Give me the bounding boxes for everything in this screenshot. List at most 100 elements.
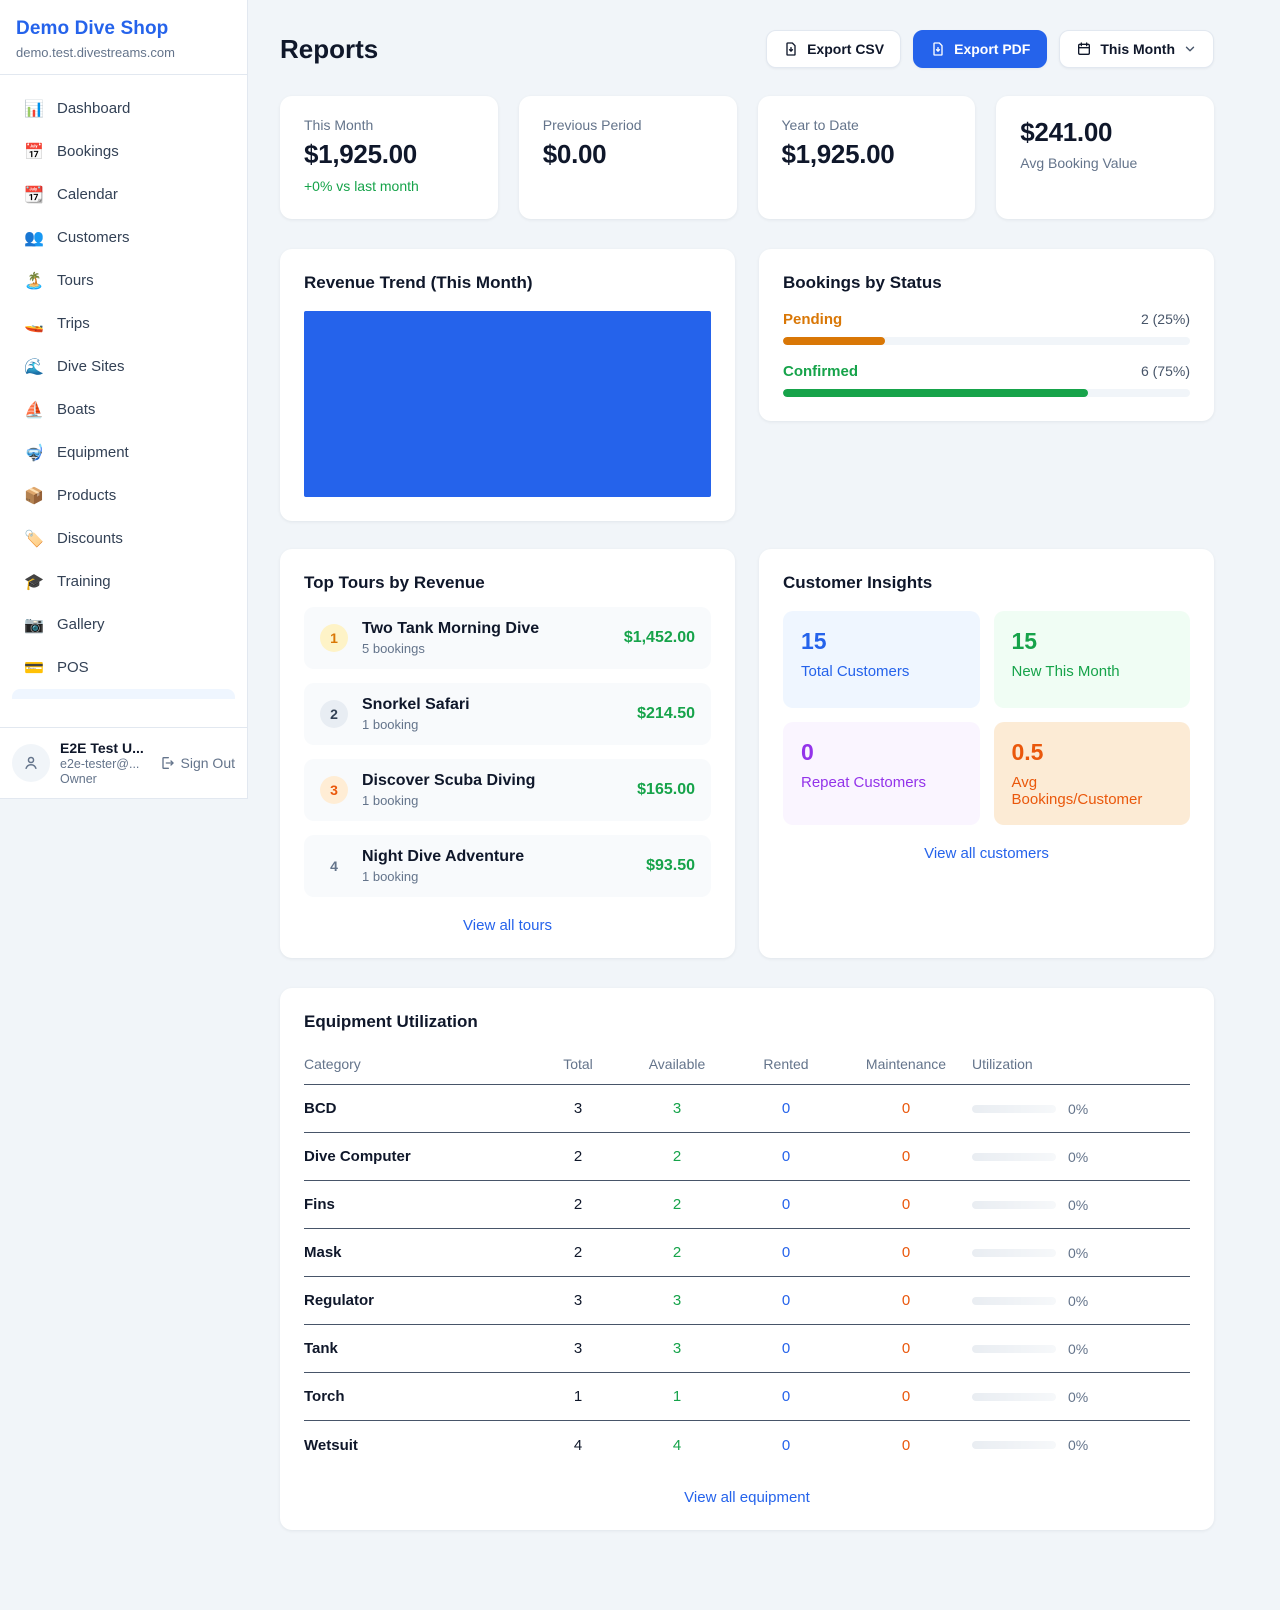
status-row-confirmed: Confirmed 6 (75%) — [783, 363, 1190, 397]
rank-badge: 4 — [330, 858, 338, 874]
tour-name: Snorkel Safari — [362, 696, 470, 713]
equipment-rented: 0 — [781, 1148, 791, 1165]
sidebar-item-label: Equipment — [57, 444, 129, 461]
utilization-bar — [972, 1152, 1056, 1161]
equipment-maintenance: 0 — [901, 1148, 911, 1165]
equipment-title: Equipment Utilization — [304, 1012, 478, 1031]
equipment-table: Category Total Available Rented Maintenance U… — [304, 1050, 1190, 1469]
equipment-total: 3 — [573, 1340, 583, 1357]
sidebar-item-label: Customers — [57, 229, 130, 246]
sign-out-button[interactable]: Sign Out — [159, 755, 235, 771]
tour-meta: Two Tank Morning Dive 5 bookings — [362, 620, 539, 656]
sidebar-item-bookings[interactable]: 📅 Bookings — [12, 130, 235, 173]
equipment-col-maintenance: Maintenance — [865, 1056, 947, 1072]
equipment-rented: 0 — [781, 1292, 791, 1309]
utilization-percent: 0% — [1068, 1292, 1089, 1309]
sidebar-item-discounts[interactable]: 🏷️ Discounts — [12, 517, 235, 560]
insight-label: New This Month — [1011, 663, 1120, 680]
equipment-col-available: Available — [648, 1056, 706, 1072]
insight-tile-avg-bookings-customer: 0.5 Avg Bookings/Customer — [993, 722, 1190, 825]
equipment-available: 1 — [672, 1388, 682, 1405]
sign-out-icon — [161, 757, 174, 769]
equipment-category: Dive Computer — [304, 1148, 411, 1165]
tour-row-discover-scuba-diving: 3 Discover Scuba Diving 1 booking $165.00 — [304, 759, 711, 821]
status-rows: Pending 2 (25%) Confirmed 6 (75%) — [783, 311, 1190, 397]
rank-badge: 1 — [320, 624, 348, 652]
view-all-equipment-link[interactable]: View all equipment — [684, 1489, 810, 1506]
sidebar-item-tours[interactable]: 🏝️ Tours — [12, 259, 235, 302]
equipment-available: 3 — [672, 1340, 682, 1357]
package-icon: 📦 — [24, 487, 44, 505]
period-dropdown[interactable]: This Month — [1059, 30, 1214, 68]
user-meta: E2E Test U... e2e-tester@... Owner — [60, 740, 149, 786]
sidebar-item-label: Gallery — [57, 616, 105, 633]
tour-bookings: 1 booking — [362, 793, 419, 808]
sidebar-item-customers[interactable]: 👥 Customers — [12, 216, 235, 259]
stat-label: This Month — [304, 117, 374, 133]
sidebar-item-label: POS — [57, 659, 89, 676]
equipment-maintenance: 0 — [901, 1244, 911, 1261]
tour-row-snorkel-safari: 2 Snorkel Safari 1 booking $214.50 — [304, 683, 711, 745]
equipment-maintenance: 0 — [901, 1340, 911, 1357]
sidebar-item-partial-active[interactable] — [12, 689, 235, 699]
sidebar-item-trips[interactable]: 🚤 Trips — [12, 302, 235, 345]
sidebar-item-gallery[interactable]: 📷 Gallery — [12, 603, 235, 646]
equipment-available: 2 — [672, 1244, 682, 1261]
rank-badge: 3 — [320, 776, 348, 804]
tour-amount: $1,452.00 — [623, 629, 695, 646]
equipment-available: 4 — [672, 1436, 682, 1454]
utilization-bar — [972, 1296, 1056, 1305]
equipment-maintenance: 0 — [901, 1436, 911, 1454]
sidebar-item-equipment[interactable]: 🤿 Equipment — [12, 431, 235, 474]
equipment-row-regulator: Regulator 3 3 0 0 0% — [304, 1277, 1190, 1325]
sidebar-item-label: Tours — [57, 272, 94, 289]
sidebar-item-pos[interactable]: 💳 POS — [12, 646, 235, 689]
tour-row-night-dive-adventure: 4 Night Dive Adventure 1 booking $93.50 — [304, 835, 711, 897]
status-label: Pending — [783, 311, 843, 328]
utilization-percent: 0% — [1068, 1437, 1089, 1453]
tour-name: Night Dive Adventure — [362, 848, 525, 865]
stat-label: Avg Booking Value — [1020, 155, 1138, 171]
export-csv-button[interactable]: Export CSV — [766, 30, 902, 68]
sidebar-item-calendar[interactable]: 📆 Calendar — [12, 173, 235, 216]
view-all-customers-link[interactable]: View all customers — [924, 845, 1049, 862]
export-pdf-button[interactable]: Export PDF — [913, 30, 1048, 68]
utilization-bar — [972, 1441, 1056, 1449]
equipment-category: Regulator — [304, 1292, 375, 1309]
diving-mask-icon: 🤿 — [24, 444, 44, 462]
bookings-by-status-card: Bookings by Status Pending 2 (25%) Confirm… — [759, 249, 1214, 421]
page-title: Reports — [280, 33, 379, 64]
main-content: Reports Export CSV Export PDF This Month… — [248, 0, 1280, 1570]
insight-label: Avg Bookings/Customer — [1011, 774, 1143, 808]
avatar — [12, 744, 50, 782]
sidebar-item-boats[interactable]: ⛵ Boats — [12, 388, 235, 431]
user-role: Owner — [60, 772, 97, 786]
view-all-tours-link[interactable]: View all tours — [463, 917, 552, 934]
stat-label: Previous Period — [542, 117, 642, 133]
utilization-percent: 0% — [1068, 1340, 1089, 1357]
equipment-available: 3 — [672, 1100, 682, 1117]
equipment-available: 2 — [672, 1148, 682, 1165]
status-count: 6 (75%) — [1140, 363, 1190, 379]
equipment-total: 3 — [573, 1292, 583, 1309]
equipment-rented: 0 — [781, 1244, 791, 1261]
sidebar-header: Demo Dive Shop demo.test.divestreams.com — [0, 0, 247, 75]
sidebar-item-products[interactable]: 📦 Products — [12, 474, 235, 517]
equipment-total: 4 — [573, 1436, 583, 1454]
status-progress-track — [783, 337, 1190, 345]
insight-value: 15 — [801, 628, 827, 654]
equipment-row-mask: Mask 2 2 0 0 0% — [304, 1229, 1190, 1277]
stat-card-year-to-date: Year to Date $1,925.00 — [757, 96, 976, 219]
top-tours-title: Top Tours by Revenue — [304, 573, 485, 592]
equipment-row-tank: Tank 3 3 0 0 0% — [304, 1325, 1190, 1373]
sidebar-item-label: Boats — [57, 401, 96, 418]
equipment-total: 2 — [573, 1196, 583, 1213]
calendar-date-icon: 📅 — [24, 143, 44, 161]
equipment-table-body: BCD 3 3 0 0 0% Dive Computer 2 2 0 0 0% Fins 2 2 0 0 0% Ma… — [304, 1085, 1190, 1469]
sidebar-item-dive-sites[interactable]: 🌊 Dive Sites — [12, 345, 235, 388]
calendar-icon — [1078, 42, 1091, 55]
utilization-bar — [972, 1104, 1056, 1113]
top-tours-card: Top Tours by Revenue 1 Two Tank Morning D… — [280, 549, 735, 958]
sidebar-item-training[interactable]: 🎓 Training — [12, 560, 235, 603]
sidebar-item-dashboard[interactable]: 📊 Dashboard — [12, 87, 235, 130]
